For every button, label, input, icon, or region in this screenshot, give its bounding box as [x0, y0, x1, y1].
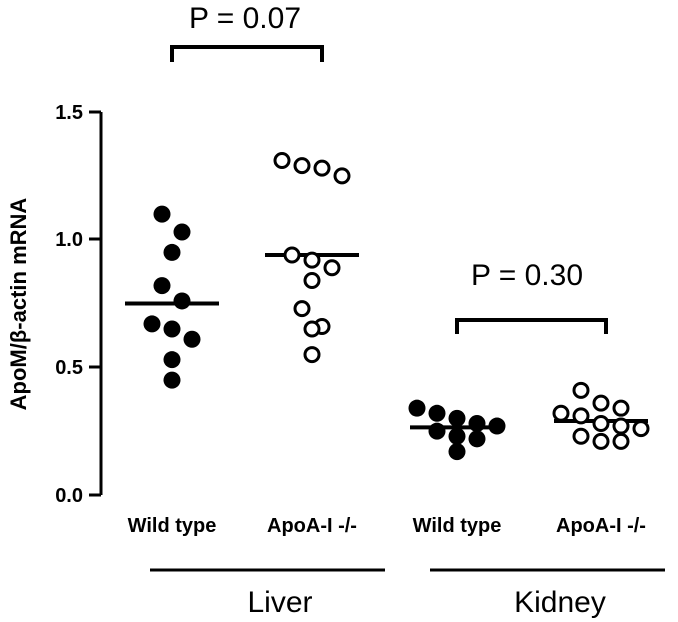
data-point-open: [303, 272, 321, 290]
data-point-filled: [448, 427, 466, 445]
data-point-filled: [163, 371, 181, 389]
data-point-filled: [408, 399, 426, 417]
data-point-open: [592, 432, 610, 450]
p-value-label-liver: P = 0.07: [189, 2, 301, 35]
data-point-filled: [468, 430, 486, 448]
data-point-open: [572, 407, 590, 425]
group-label-liver: Liver: [247, 586, 312, 619]
y-tick-label: 1.5: [55, 102, 83, 124]
data-point-open: [572, 427, 590, 445]
data-point-open: [293, 300, 311, 318]
y-tick-label: 0.0: [55, 485, 83, 507]
y-axis-label: ApoM/β-actin mRNA: [6, 198, 31, 411]
p-value-bracket-kidney: [455, 318, 608, 334]
data-point-open: [632, 420, 650, 438]
data-point-open: [572, 381, 590, 399]
data-point-open: [303, 320, 321, 338]
data-point-open: [303, 251, 321, 269]
data-point-open: [612, 417, 630, 435]
data-point-filled: [428, 404, 446, 422]
data-point-open: [283, 246, 301, 264]
data-point-filled: [163, 351, 181, 369]
data-point-filled: [153, 277, 171, 295]
data-point-filled: [183, 330, 201, 348]
data-point-open: [323, 259, 341, 277]
data-point-filled: [448, 409, 466, 427]
data-point-filled: [428, 422, 446, 440]
data-point-open: [592, 415, 610, 433]
category-label: ApoA-I -/-: [267, 515, 357, 537]
data-point-filled: [173, 223, 191, 241]
data-point-filled: [143, 315, 161, 333]
y-tick-label: 1.0: [55, 229, 83, 251]
category-label: Wild type: [128, 515, 217, 537]
data-point-filled: [448, 443, 466, 461]
y-tick-group: 0.0 0.5 1.0 1.5: [55, 102, 101, 507]
data-point-filled: [163, 320, 181, 338]
data-point-filled: [488, 417, 506, 435]
data-point-filled: [153, 205, 171, 223]
data-point-open: [612, 432, 630, 450]
data-point-filled: [163, 243, 181, 261]
data-point-open: [303, 346, 321, 364]
data-point-open: [293, 157, 311, 175]
p-value-label-kidney: P = 0.30: [471, 259, 583, 292]
y-tick-label: 0.5: [55, 357, 83, 379]
data-point-open: [273, 152, 291, 170]
category-label: Wild type: [413, 515, 502, 537]
category-label: ApoA-I -/-: [556, 515, 646, 537]
data-marks: [125, 152, 650, 461]
data-point-open: [612, 399, 630, 417]
data-point-filled: [173, 292, 191, 310]
group-label-kidney: Kidney: [514, 586, 606, 619]
data-point-open: [592, 394, 610, 412]
p-value-bracket-liver: [170, 45, 324, 62]
data-point-open: [313, 159, 331, 177]
data-point-filled: [468, 415, 486, 433]
data-point-open: [552, 404, 570, 422]
data-point-open: [333, 167, 351, 185]
